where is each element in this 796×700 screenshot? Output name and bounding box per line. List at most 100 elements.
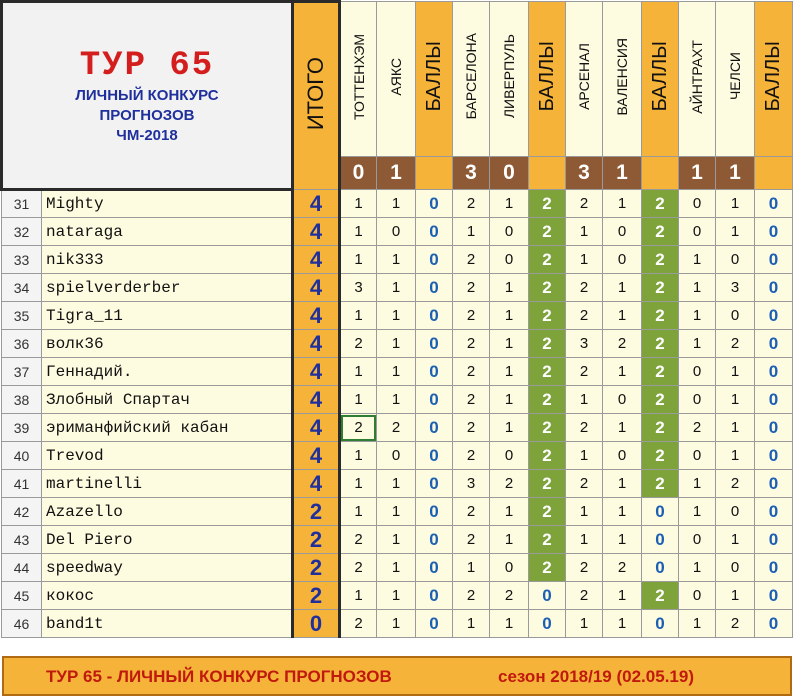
prediction-away[interactable]: 0 — [715, 497, 755, 526]
prediction-away[interactable]: 1 — [489, 329, 529, 358]
prediction-away[interactable]: 1 — [376, 581, 416, 610]
prediction-away[interactable]: 1 — [602, 189, 642, 218]
prediction-away[interactable]: 1 — [376, 609, 416, 638]
prediction-home[interactable]: 2 — [565, 301, 603, 330]
prediction-home[interactable]: 1 — [339, 385, 377, 414]
prediction-away[interactable]: 1 — [715, 581, 755, 610]
prediction-away[interactable]: 1 — [376, 385, 416, 414]
prediction-home[interactable]: 2 — [452, 441, 490, 470]
prediction-away[interactable]: 1 — [715, 217, 755, 246]
prediction-home[interactable]: 2 — [452, 581, 490, 610]
prediction-away[interactable]: 1 — [376, 357, 416, 386]
prediction-away[interactable]: 1 — [489, 273, 529, 302]
prediction-away[interactable]: 0 — [489, 441, 529, 470]
prediction-away[interactable]: 1 — [376, 245, 416, 274]
prediction-away[interactable]: 1 — [715, 357, 755, 386]
prediction-home[interactable]: 0 — [678, 441, 716, 470]
prediction-home[interactable]: 2 — [678, 413, 716, 442]
prediction-away[interactable]: 1 — [489, 497, 529, 526]
prediction-home[interactable]: 2 — [565, 469, 603, 498]
prediction-away[interactable]: 2 — [602, 329, 642, 358]
prediction-away[interactable]: 1 — [489, 525, 529, 554]
prediction-home[interactable]: 2 — [452, 189, 490, 218]
prediction-home[interactable]: 3 — [452, 469, 490, 498]
prediction-home[interactable]: 1 — [678, 329, 716, 358]
prediction-away[interactable]: 0 — [376, 217, 416, 246]
prediction-home[interactable]: 1 — [339, 581, 377, 610]
prediction-home[interactable]: 2 — [565, 413, 603, 442]
prediction-home[interactable]: 0 — [678, 357, 716, 386]
prediction-away[interactable]: 1 — [489, 301, 529, 330]
prediction-away[interactable]: 1 — [489, 413, 529, 442]
prediction-home[interactable]: 2 — [565, 273, 603, 302]
prediction-away[interactable]: 1 — [602, 357, 642, 386]
prediction-home[interactable]: 1 — [565, 385, 603, 414]
prediction-away[interactable]: 1 — [715, 413, 755, 442]
prediction-home[interactable]: 1 — [565, 245, 603, 274]
prediction-home[interactable]: 1 — [565, 217, 603, 246]
prediction-away[interactable]: 2 — [715, 329, 755, 358]
prediction-home[interactable]: 1 — [678, 469, 716, 498]
prediction-home[interactable]: 2 — [565, 581, 603, 610]
prediction-home[interactable]: 1 — [339, 189, 377, 218]
prediction-away[interactable]: 2 — [602, 553, 642, 582]
prediction-home[interactable]: 0 — [678, 189, 716, 218]
prediction-home[interactable]: 1 — [339, 441, 377, 470]
prediction-home[interactable]: 2 — [565, 189, 603, 218]
prediction-away[interactable]: 0 — [602, 385, 642, 414]
prediction-away[interactable]: 1 — [489, 609, 529, 638]
prediction-away[interactable]: 0 — [715, 301, 755, 330]
prediction-away[interactable]: 1 — [715, 385, 755, 414]
prediction-home[interactable]: 2 — [339, 609, 377, 638]
prediction-home[interactable]: 2 — [452, 245, 490, 274]
prediction-home[interactable]: 2 — [452, 357, 490, 386]
prediction-home[interactable]: 1 — [565, 441, 603, 470]
prediction-home[interactable]: 2 — [339, 329, 377, 358]
prediction-home[interactable]: 0 — [678, 217, 716, 246]
prediction-home[interactable]: 1 — [339, 469, 377, 498]
prediction-away[interactable]: 0 — [376, 441, 416, 470]
prediction-home[interactable]: 2 — [452, 525, 490, 554]
prediction-home[interactable]: 1 — [565, 609, 603, 638]
prediction-away[interactable]: 1 — [489, 385, 529, 414]
prediction-away[interactable]: 0 — [489, 245, 529, 274]
prediction-away[interactable]: 0 — [489, 553, 529, 582]
prediction-home[interactable]: 2 — [565, 553, 603, 582]
prediction-home[interactable]: 0 — [678, 385, 716, 414]
prediction-home[interactable]: 1 — [339, 357, 377, 386]
prediction-home[interactable]: 1 — [678, 273, 716, 302]
prediction-home[interactable]: 1 — [452, 217, 490, 246]
prediction-home[interactable]: 1 — [452, 553, 490, 582]
prediction-home[interactable]: 0 — [678, 581, 716, 610]
prediction-away[interactable]: 1 — [376, 301, 416, 330]
prediction-home[interactable]: 1 — [339, 301, 377, 330]
prediction-home[interactable]: 1 — [565, 525, 603, 554]
prediction-away[interactable]: 2 — [376, 413, 416, 442]
prediction-home[interactable]: 1 — [339, 497, 377, 526]
prediction-away[interactable]: 1 — [376, 525, 416, 554]
prediction-home[interactable]: 1 — [678, 497, 716, 526]
prediction-home[interactable]: 1 — [678, 301, 716, 330]
prediction-home[interactable]: 2 — [339, 413, 377, 442]
prediction-away[interactable]: 2 — [715, 469, 755, 498]
prediction-home[interactable]: 1 — [339, 245, 377, 274]
prediction-away[interactable]: 0 — [602, 217, 642, 246]
prediction-home[interactable]: 2 — [452, 413, 490, 442]
prediction-home[interactable]: 0 — [678, 525, 716, 554]
prediction-away[interactable]: 2 — [715, 609, 755, 638]
prediction-away[interactable]: 1 — [376, 553, 416, 582]
prediction-away[interactable]: 1 — [715, 441, 755, 470]
prediction-home[interactable]: 3 — [339, 273, 377, 302]
prediction-away[interactable]: 0 — [602, 441, 642, 470]
prediction-away[interactable]: 0 — [489, 217, 529, 246]
prediction-away[interactable]: 0 — [715, 553, 755, 582]
prediction-away[interactable]: 1 — [376, 273, 416, 302]
prediction-home[interactable]: 2 — [452, 273, 490, 302]
prediction-home[interactable]: 3 — [565, 329, 603, 358]
prediction-away[interactable]: 1 — [602, 301, 642, 330]
prediction-away[interactable]: 0 — [602, 245, 642, 274]
prediction-away[interactable]: 3 — [715, 273, 755, 302]
prediction-away[interactable]: 1 — [376, 497, 416, 526]
prediction-away[interactable]: 0 — [715, 245, 755, 274]
prediction-away[interactable]: 1 — [602, 469, 642, 498]
